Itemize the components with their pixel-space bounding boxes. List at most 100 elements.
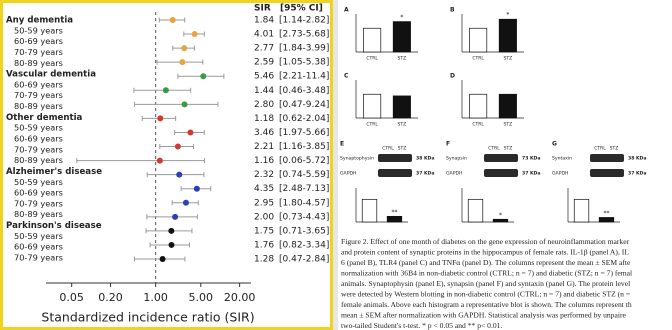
age-label: 50-59 years (14, 25, 63, 35)
header-sir: SIR (254, 4, 271, 14)
band-size: 37 KDa (628, 171, 646, 177)
sir-label: 4.01 (254, 30, 274, 40)
age-label: 70-79 years (14, 47, 63, 57)
group-label: Parkinson's disease (6, 221, 102, 231)
sir-label: 1.75 (254, 226, 274, 236)
panel-category: CTRL (366, 122, 378, 128)
x-tick-label: 1.00 (143, 291, 168, 304)
x-tick-label: 20.00 (224, 291, 256, 304)
ci-label: [0.47-2.84] (279, 255, 329, 265)
band-name: Synaptophysin (340, 156, 374, 162)
panel-bar (393, 22, 410, 52)
age-label: 50-59 years (14, 231, 63, 241)
panel-category: STZ (504, 122, 513, 128)
band-size: 38 KDa (416, 156, 434, 162)
estimate-point (200, 73, 206, 79)
ci-label: [1.84-3.99] (279, 44, 329, 54)
caption-line: female animals. Above each histogram a r… (341, 300, 632, 309)
panel-bar (499, 19, 516, 52)
significance: * (499, 212, 502, 219)
estimate-point (169, 242, 175, 248)
blot-header: CTRL (382, 146, 394, 152)
divider (333, 0, 338, 330)
estimate-point (163, 87, 169, 93)
sir-label: 3.46 (254, 128, 274, 138)
sir-label: 2.32 (254, 170, 274, 180)
panel-bar (468, 199, 483, 222)
age-label: 70-79 years (14, 198, 63, 208)
age-label: 50-59 years (14, 123, 63, 133)
band-size: 73 KDa (522, 156, 540, 162)
ci-label: [0.73-4.43] (279, 212, 329, 222)
blot-band (590, 169, 624, 177)
estimate-point (172, 214, 178, 220)
estimate-point (182, 101, 188, 107)
sir-label: 1.16 (254, 156, 274, 166)
header-ci: [95% CI] (280, 4, 323, 14)
sir-label: 4.35 (254, 184, 274, 194)
group-label: Vascular dementia (6, 70, 96, 80)
age-label: 50-59 years (14, 177, 63, 187)
age-label: 70-79 years (14, 90, 63, 100)
sir-label: 1.44 (254, 86, 274, 96)
age-label: 60-69 years (14, 188, 63, 198)
panel-letter: D (450, 73, 455, 80)
age-label: 60-69 years (14, 134, 63, 144)
ci-label: [0.47-9.24] (279, 100, 329, 110)
ci-label: [2.73-5.68] (279, 30, 329, 40)
caption-line: mean ± SEM after normalization with GAPD… (341, 310, 626, 319)
blot-header: STZ (504, 146, 513, 152)
x-axis-label: Standardized incidence ratio (SIR) (41, 310, 254, 325)
panel-category: STZ (398, 56, 407, 62)
blot-header: CTRL (594, 146, 606, 152)
caption-line: normalization with 36B4 in non-diabetic … (341, 268, 632, 277)
panel-bar (599, 217, 614, 222)
panel-bar (469, 28, 486, 52)
age-label: 80-89 years (14, 58, 63, 68)
ci-label: [1.16-3.85] (279, 142, 329, 152)
ci-label: [0.74-5.59] (279, 170, 329, 180)
x-tick-label: 0.05 (59, 291, 84, 304)
page: SIR [95% CI] Standardized incidence rati… (0, 0, 672, 330)
blot-band (484, 154, 518, 162)
significance: * (506, 12, 509, 19)
estimate-point (168, 228, 174, 234)
estimate-point (160, 256, 166, 262)
panel-letter: F (446, 141, 450, 148)
panel-category: CTRL (366, 56, 378, 62)
age-label: 70-79 years (14, 144, 63, 154)
panel-letter: E (340, 141, 344, 148)
ci-label: [0.06-5.72] (279, 156, 329, 166)
panel-category: CTRL (472, 56, 484, 62)
estimate-point (170, 17, 176, 23)
ci-label: [1.80-4.57] (279, 198, 329, 208)
ci-label: [0.46-3.48] (279, 86, 329, 96)
band-name: GAPDH (340, 171, 356, 177)
ci-label: [0.82-3.34] (279, 240, 329, 250)
estimate-point (181, 45, 187, 51)
blot-header: STZ (610, 146, 619, 152)
panel-bar (393, 96, 410, 118)
band-name: GAPDH (552, 171, 568, 177)
estimate-point (157, 115, 163, 121)
panel-bar (493, 219, 508, 222)
band-size: 38 KDa (628, 156, 646, 162)
ci-label: [0.71-3.65] (279, 226, 329, 236)
estimate-point (187, 129, 193, 135)
estimate-point (183, 200, 189, 206)
caption-line: were detected by Western blotting in non… (341, 289, 630, 298)
x-tick-label: 0.20 (98, 291, 123, 304)
age-label: 80-89 years (14, 101, 63, 111)
sir-label: 1.84 (254, 16, 274, 26)
caption-line: two-tailed Student's t-test. * p < 0.05 … (341, 321, 502, 330)
blot-band (590, 154, 624, 162)
estimate-point (175, 144, 181, 150)
panel-bar (363, 28, 380, 52)
blot-band (484, 169, 518, 177)
band-name: GAPDH (446, 171, 462, 177)
panel-category: STZ (504, 56, 513, 62)
age-label: 60-69 years (14, 242, 63, 252)
sir-label: 1.18 (254, 114, 274, 124)
group-label: Alzheimer's disease (6, 167, 102, 177)
age-label: 60-69 years (14, 36, 63, 46)
